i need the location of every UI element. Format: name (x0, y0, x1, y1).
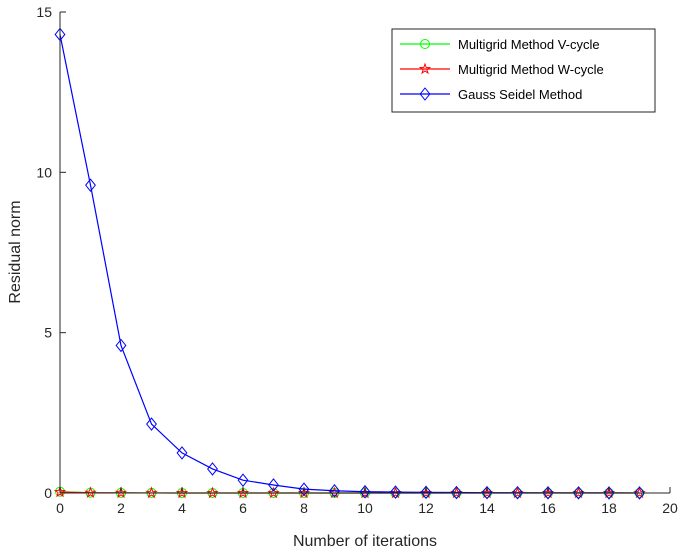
data-point (390, 485, 401, 499)
legend-label: Multigrid Method W-cycle (458, 62, 604, 77)
x-tick-label: 14 (479, 500, 495, 516)
legend-entry: Multigrid Method V-cycle (400, 37, 600, 52)
legend-label: Gauss Seidel Method (458, 87, 582, 102)
data-point (481, 485, 493, 500)
data-point (603, 486, 615, 500)
x-tick-label: 4 (178, 500, 186, 516)
data-point (420, 485, 432, 500)
data-point (175, 486, 189, 499)
data-point (451, 485, 462, 500)
data-point (542, 486, 554, 500)
data-point (115, 338, 127, 353)
legend-box (391, 28, 656, 113)
x-tick-label: 0 (56, 500, 64, 516)
data-point (176, 446, 188, 460)
x-tick-label: 2 (117, 500, 125, 516)
data-point (85, 178, 96, 192)
data-point (206, 486, 219, 499)
data-point (359, 484, 371, 499)
legend-marker (418, 62, 432, 75)
data-point (634, 486, 645, 500)
data-point (512, 485, 523, 500)
x-tick-label: 10 (357, 500, 373, 516)
legend-marker (419, 87, 431, 101)
legend-entry: Multigrid Method W-cycle (400, 62, 604, 77)
data-point (237, 473, 249, 487)
legend: Multigrid Method V-cycle Multigrid Method… (391, 28, 656, 113)
x-tick-label: 20 (662, 500, 678, 516)
data-point (236, 486, 250, 499)
x-axis-label: Number of iterations (293, 533, 437, 550)
legend-marker (420, 39, 430, 49)
axes-layer: 0 2 4 6 8 10 12 14 16 18 20 0 5 10 15 (36, 4, 678, 516)
y-tick-label: 10 (36, 164, 52, 180)
data-point (267, 486, 280, 499)
x-tick-label: 16 (540, 500, 556, 516)
legend-entry: Gauss Seidel Method (400, 87, 582, 102)
y-tick-label: 5 (44, 325, 52, 341)
data-point (329, 483, 340, 498)
x-tick-label: 18 (601, 500, 617, 516)
y-tick-label: 0 (44, 485, 52, 501)
data-point (114, 486, 128, 499)
x-tick-label: 12 (418, 500, 434, 516)
data-point (268, 478, 279, 492)
x-tick-label: 6 (239, 500, 247, 516)
data-point (573, 486, 584, 500)
data-point (84, 486, 97, 499)
data-point (146, 417, 157, 431)
data-point (207, 462, 218, 476)
data-point (145, 486, 158, 499)
y-tick-label: 15 (36, 4, 52, 20)
data-point (298, 482, 310, 496)
data-point (53, 485, 67, 498)
x-tick-label: 8 (300, 500, 308, 516)
legend-label: Multigrid Method V-cycle (458, 37, 600, 52)
y-axis-label: Residual norm (7, 200, 24, 303)
